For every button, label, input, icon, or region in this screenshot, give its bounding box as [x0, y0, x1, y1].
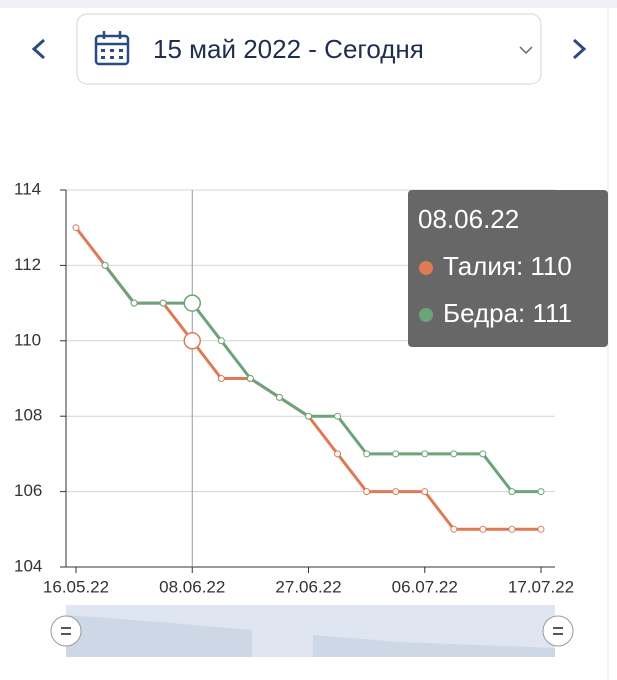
data-point [183, 332, 201, 350]
data-point [217, 337, 225, 345]
data-point [159, 299, 167, 307]
navigator-handle[interactable] [542, 615, 574, 647]
data-point [305, 412, 312, 420]
x-tick-label: 06.07.22 [392, 577, 458, 596]
y-tick-label: 106 [14, 481, 42, 500]
tooltip-line: Бедра: 111 [443, 298, 572, 328]
data-point [508, 525, 516, 533]
data-point [246, 375, 254, 382]
prev-button[interactable] [31, 38, 46, 60]
data-point [101, 261, 109, 269]
next-button[interactable] [572, 38, 587, 60]
data-point [508, 488, 516, 496]
x-tick-label: 27.06.22 [275, 577, 341, 596]
y-tick-label: 114 [14, 179, 41, 198]
data-point [363, 450, 371, 458]
legend-dot [419, 308, 433, 322]
data-point [275, 393, 283, 401]
x-tick-label: 17.07.22 [508, 577, 574, 596]
data-point [392, 488, 400, 496]
data-point [450, 450, 458, 458]
tooltip-line: Талия: 110 [443, 251, 572, 281]
y-tick-label: 104 [14, 556, 42, 575]
data-point [72, 224, 80, 232]
data-point [183, 294, 201, 312]
y-tick-label: 112 [14, 255, 41, 274]
data-point [392, 450, 400, 458]
data-point [537, 525, 545, 533]
chart: 104 106 108 110 112 114 16.05.22 08.06.22 27.06.… [14, 179, 608, 596]
tooltip-title: 08.06.22 [418, 204, 519, 234]
period-selector[interactable] [76, 13, 542, 85]
y-tick-label: 110 [14, 330, 41, 349]
data-point [479, 525, 487, 533]
data-point [217, 375, 225, 382]
data-point [479, 450, 487, 458]
data-point [421, 488, 429, 496]
y-tick-label: 108 [14, 406, 42, 425]
data-point [334, 412, 342, 420]
tooltip [408, 190, 608, 347]
data-point [537, 488, 545, 496]
data-point [334, 450, 342, 458]
x-tick-label: 08.06.22 [159, 577, 225, 596]
dropdown-icon [519, 46, 533, 55]
series-line [103, 264, 541, 494]
navigator-handle[interactable] [50, 615, 82, 647]
period-label: 15 май 2022 - Сегодня [153, 34, 424, 64]
data-point [421, 450, 429, 458]
calendar-icon [94, 31, 130, 66]
x-tick-label: 16.05.22 [43, 577, 109, 596]
legend-dot [419, 261, 433, 275]
top-bar [0, 0, 617, 8]
data-point [363, 488, 371, 496]
navigator-shade [66, 615, 555, 657]
data-point [450, 525, 458, 533]
data-point [130, 299, 138, 307]
